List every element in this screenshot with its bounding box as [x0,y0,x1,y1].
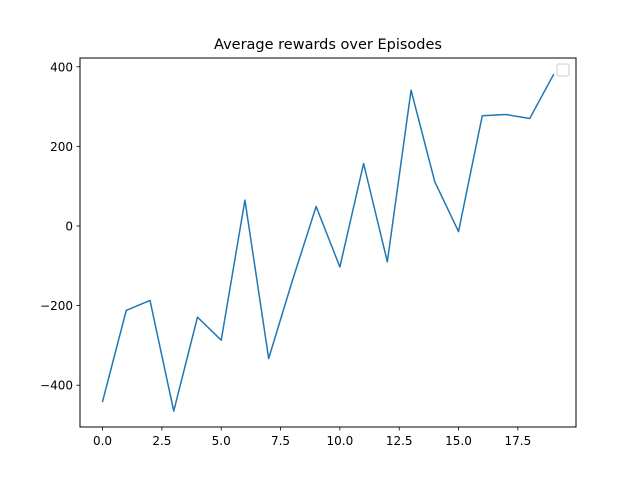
x-tick-label: 0.0 [93,434,112,448]
y-tick-label: −400 [40,379,73,393]
y-tick-label: −200 [40,299,73,313]
x-tick-label: 10.0 [327,434,354,448]
x-tick-label: 2.5 [152,434,171,448]
y-tick-label: 200 [50,140,73,154]
x-tick-label: 12.5 [386,434,413,448]
y-tick-label: 0 [65,219,73,233]
x-tick-label: 15.0 [445,434,472,448]
x-tick-label: 5.0 [212,434,231,448]
chart-title: Average rewards over Episodes [214,37,442,53]
axes-frame [79,57,577,428]
series-line-0 [101,73,555,412]
axis-ticks: 0.0 2.5 5.0 7.5 10.0 12.5 15.0 17.5 −400 −200 0 200… [40,60,531,448]
plot-area [101,73,555,412]
y-tick-label: 400 [50,60,73,74]
legend-box [556,63,570,77]
x-tick-label: 7.5 [271,434,290,448]
x-tick-label: 17.5 [504,434,531,448]
